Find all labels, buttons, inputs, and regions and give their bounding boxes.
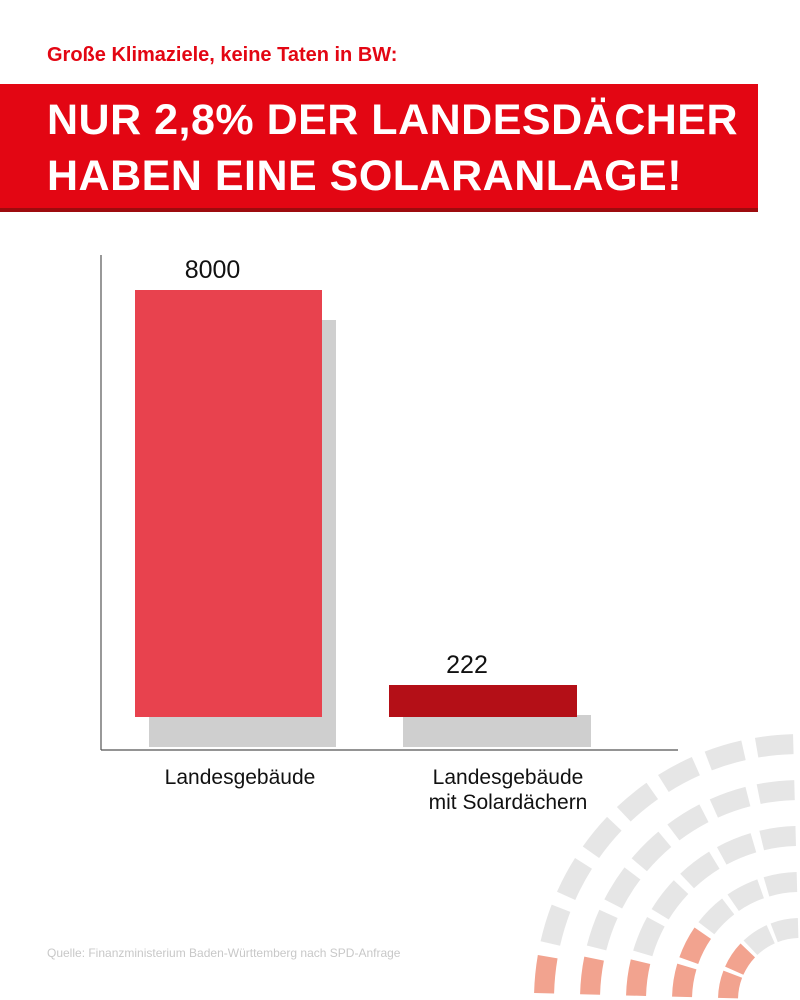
deco-arc-segment — [743, 925, 776, 956]
deco-arc-segment — [763, 872, 798, 897]
bar-1 — [135, 290, 322, 717]
deco-arc-segment — [759, 826, 797, 851]
deco-arc-segment — [698, 898, 735, 935]
deco-arc-segment — [716, 833, 757, 865]
deco-arc-segment — [704, 740, 746, 771]
deco-arc-segment — [770, 918, 799, 943]
headline: NUR 2,8% DER LANDESDÄCHER HABEN EINE SOL… — [47, 92, 747, 204]
deco-arc-segment — [540, 904, 571, 946]
deco-arc-segment — [604, 867, 641, 909]
deco-arc-segment — [718, 970, 743, 999]
deco-arc-segment — [756, 780, 795, 804]
headline-band — [0, 84, 758, 212]
deco-arc-segment — [633, 916, 665, 957]
category-label-2-line-1: Landesgebäude — [433, 766, 584, 789]
deco-arc-segment — [616, 782, 659, 822]
deco-arc-segment — [658, 756, 701, 793]
value-label-2: 222 — [446, 651, 488, 679]
deco-arc-segment — [727, 879, 765, 912]
deco-arc-segment — [626, 959, 651, 997]
category-label-2-line-2: mit Solardächern — [429, 791, 588, 814]
deco-arc-segment — [709, 786, 751, 818]
headline-line-1: NUR 2,8% DER LANDESDÄCHER — [47, 96, 739, 144]
value-label-1: 8000 — [185, 256, 241, 284]
deco-arc-segment — [534, 954, 558, 994]
kicker-text: Große Klimaziele, keine Taten in BW: — [47, 44, 398, 66]
headline-line-2: HABEN EINE SOLARANLAGE! — [47, 152, 683, 200]
deco-arc-segment — [586, 909, 618, 951]
deco-arc-segment — [580, 956, 604, 995]
bar-shadow-2 — [403, 715, 591, 747]
deco-arc-segment — [651, 880, 689, 920]
deco-arc-segment — [631, 831, 672, 872]
bar-2 — [389, 685, 577, 717]
deco-arc-segment — [667, 804, 709, 841]
deco-arc-segment — [679, 927, 712, 965]
deco-arc-segment — [582, 816, 622, 859]
deco-arc-segment — [725, 943, 756, 976]
deco-arc-segment — [680, 851, 720, 889]
deco-arc-segment — [672, 963, 697, 998]
deco-arc-segment — [754, 734, 794, 758]
source-note: Quelle: Finanzministerium Baden-Württemb… — [47, 946, 401, 960]
category-label-1: Landesgebäude — [165, 766, 316, 789]
deco-arc-segment — [556, 858, 593, 901]
